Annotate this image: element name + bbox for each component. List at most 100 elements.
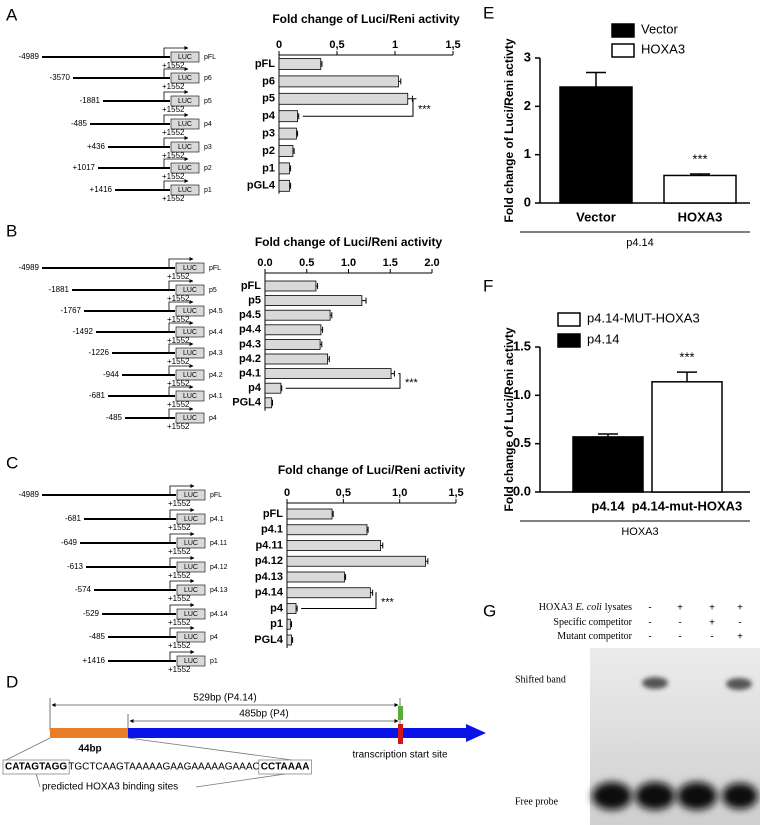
category-label: pFL — [263, 508, 283, 520]
sites-label: predicted HOXA3 binding sites — [42, 782, 178, 793]
span-label: 529bp (P4.14) — [193, 693, 256, 704]
bar — [286, 540, 381, 551]
tss-arrow — [168, 407, 194, 418]
luc-box — [170, 184, 200, 196]
construct-end: +1552 — [167, 294, 190, 303]
construct-start: -1767 — [61, 306, 82, 315]
luc-box — [176, 489, 206, 501]
sequence: TGCTCAAGTAAAAAGAAGAAAAAGAAAC — [68, 762, 260, 773]
significance-label: *** — [692, 151, 707, 166]
bar — [278, 110, 298, 123]
condition-sign: + — [709, 603, 715, 614]
category-label: pFL — [255, 58, 275, 70]
luc-box — [176, 608, 206, 620]
luc-label: LUC — [184, 516, 198, 523]
error-bar — [332, 511, 334, 517]
bar — [286, 508, 333, 520]
construct-end: +1552 — [167, 400, 190, 409]
y-axis-label: Fold change of Luci/Reni activty — [502, 327, 516, 511]
category-label: p4.3 — [239, 338, 261, 350]
luc-box — [170, 141, 200, 153]
bar — [286, 618, 291, 630]
bar — [278, 162, 290, 175]
bar — [278, 75, 399, 88]
condition-sign: + — [737, 603, 743, 614]
construct-start: -1881 — [49, 285, 70, 294]
panel-label: B — [6, 221, 17, 240]
bar — [278, 92, 409, 105]
condition-label: HOXA3 E. coli lysates — [539, 602, 632, 613]
construct-end: +1552 — [168, 547, 191, 556]
construct-name: p4.14 — [210, 611, 228, 618]
luc-label: LUC — [183, 372, 197, 379]
condition-label-part: E. coli — [575, 602, 602, 613]
tss-arrow — [169, 603, 195, 614]
bar — [559, 86, 633, 204]
luc-box — [170, 72, 200, 84]
x-tick-label: 0,5 — [336, 487, 351, 499]
x-tick-label: 1 — [392, 39, 398, 51]
binding-site: CCTAAAA — [261, 762, 310, 773]
luc-label: LUC — [183, 265, 197, 272]
bar — [278, 127, 297, 140]
x-tick-label: 0,5 — [329, 39, 344, 51]
error-bar — [398, 78, 402, 85]
error-bar — [598, 433, 618, 437]
luc-label: LUC — [183, 329, 197, 336]
luc-label: LUC — [184, 634, 198, 641]
bar — [264, 353, 329, 365]
category-label: p2 — [262, 145, 275, 157]
construct-name: p4.4 — [209, 329, 223, 336]
construct-name: p4 — [204, 121, 212, 128]
construct-name: p4.11 — [210, 540, 227, 547]
construct-start: +1416 — [90, 185, 113, 194]
error-bar — [327, 356, 330, 362]
tss-label: transcription start site — [352, 750, 447, 761]
construct-start: -3570 — [50, 73, 71, 82]
error-bar — [677, 371, 697, 382]
construct-start: -4989 — [19, 490, 40, 499]
construct-end: +1552 — [167, 357, 190, 366]
luc-label: LUC — [178, 187, 192, 194]
bar — [264, 397, 273, 409]
binding-site: CATAGTAGG — [5, 762, 67, 773]
construct-name: p4.1 — [210, 516, 224, 523]
construct-start: -574 — [75, 585, 92, 594]
tss-arrow — [169, 484, 195, 495]
bar — [286, 634, 292, 646]
construct-name: p3 — [204, 144, 212, 151]
condition-sign: - — [648, 618, 651, 629]
luc-box — [176, 537, 206, 549]
construct-name: pFL — [210, 492, 222, 499]
construct-start: -681 — [89, 391, 106, 400]
construct-end: +1552 — [162, 105, 185, 114]
luc-box — [176, 655, 206, 667]
construct-name: pFL — [209, 265, 221, 272]
bar — [264, 280, 317, 292]
category-label: p4.14 — [255, 587, 284, 599]
construct-end: +1552 — [168, 641, 191, 650]
group-label: p4.14 — [626, 237, 654, 249]
error-bar — [296, 605, 298, 612]
group-label: HOXA3 — [621, 526, 658, 538]
condition-sign: - — [678, 618, 681, 629]
bar — [278, 179, 290, 192]
site-pointer — [195, 773, 286, 788]
condition-sign: - — [648, 603, 651, 614]
bar — [286, 603, 297, 614]
construct-end: +1552 — [168, 618, 191, 627]
panel-label: C — [6, 453, 18, 472]
bar — [278, 145, 294, 157]
construct-end: +1552 — [168, 571, 191, 580]
tss-arrow — [163, 67, 189, 78]
x-tick-label: 1.5 — [383, 257, 398, 269]
panel-label: E — [483, 3, 494, 22]
construct-end: +1552 — [167, 379, 190, 388]
chart-title: Fold change of Luci/Reni activity — [278, 463, 466, 477]
luc-label: LUC — [178, 144, 192, 151]
luc-box — [170, 162, 200, 174]
chart-title: Fold change of Luci/Reni activity — [272, 12, 460, 26]
condition-label-part: lysates — [605, 602, 632, 613]
construct-name: p4.3 — [209, 350, 223, 357]
construct-end: +1552 — [167, 422, 190, 431]
